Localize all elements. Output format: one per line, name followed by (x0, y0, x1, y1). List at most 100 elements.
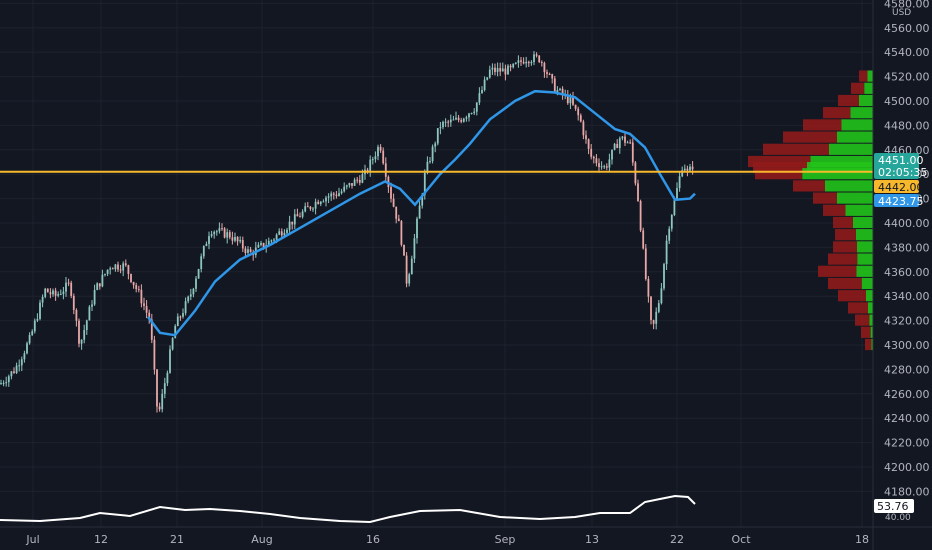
horizontal-line-price-tag: 4442.00 (874, 180, 924, 194)
candle-body (202, 245, 205, 257)
candle-body (72, 295, 75, 310)
candle-body (332, 193, 335, 195)
volume-profile-sell (793, 180, 825, 192)
candle-body (119, 269, 122, 271)
candle-body (408, 274, 411, 284)
candle-body (540, 61, 543, 63)
candle-body (655, 311, 658, 324)
candle-body (496, 68, 499, 72)
candle-body (20, 359, 23, 366)
candle-body (512, 63, 515, 68)
candle-body (644, 248, 647, 280)
y-tick-label: 4580.00 (884, 0, 930, 10)
candle-body (455, 117, 457, 120)
y-tick-label: 4280.00 (884, 363, 930, 376)
candle-body (501, 68, 504, 72)
y-tick-label: 4480.00 (884, 119, 930, 132)
candle-body (426, 161, 429, 173)
candle-body (548, 73, 551, 75)
candle-body (293, 214, 296, 225)
volume-profile-sell (859, 70, 868, 82)
candle-body (400, 221, 403, 245)
candle-body (631, 142, 634, 163)
candle-body (598, 163, 600, 168)
candle-body (665, 240, 668, 265)
candle-body (579, 115, 582, 122)
candle-body (538, 55, 541, 62)
candle-body (322, 201, 325, 203)
candle-body (361, 174, 364, 183)
candle-body (208, 236, 210, 244)
volume-profile-sell (753, 162, 807, 174)
time-axis[interactable]: Jul 12 21 Aug 16 Sep 13 22 Oct 18 (25, 533, 869, 546)
candle-body (156, 369, 158, 407)
candle-body (559, 88, 561, 90)
candle-body (488, 69, 491, 78)
candle-body (452, 119, 455, 121)
candle-body (683, 168, 686, 171)
candle-body (465, 117, 468, 119)
candle-body (449, 119, 452, 123)
candle-body (431, 146, 434, 162)
candle-body (491, 67, 494, 70)
candle-body (447, 121, 450, 123)
candle-body (371, 159, 374, 161)
volume-profile (748, 70, 873, 351)
candle-body (460, 120, 463, 122)
candles (0, 51, 694, 413)
x-tick-label: Oct (731, 533, 751, 546)
candle-body (299, 216, 301, 218)
candle-body (590, 148, 593, 157)
candle-body (46, 288, 49, 293)
candle-body (57, 294, 60, 296)
last-price-tag: 4451.00 02:05:35 (874, 153, 927, 179)
candle-body (429, 161, 431, 163)
candle-body (678, 176, 681, 189)
candle-body (624, 136, 626, 143)
y-tick-label: 4240.00 (884, 412, 930, 425)
volume-profile-sell (828, 277, 862, 290)
candle-body (366, 169, 369, 172)
candle-body (288, 221, 291, 230)
candle-body (33, 320, 36, 332)
candle-body (345, 185, 348, 187)
candle-body (374, 156, 377, 160)
candle-body (62, 291, 65, 295)
volume-profile-sell (828, 253, 858, 265)
candle-body (351, 183, 353, 186)
candle-body (317, 201, 320, 205)
x-tick-label: Sep (495, 533, 516, 546)
volume-profile-buy (861, 277, 873, 290)
candle-body (673, 199, 676, 215)
candle-body (535, 54, 538, 56)
candle-body (369, 159, 372, 172)
candle-body (457, 117, 460, 121)
volume-profile-buy (857, 241, 873, 253)
x-tick-label: Aug (251, 533, 272, 546)
candle-body (278, 231, 281, 235)
candle-body (226, 232, 229, 238)
candle-body (663, 264, 665, 289)
candle-body (158, 406, 161, 410)
candle-body (572, 97, 574, 105)
candle-body (174, 326, 177, 339)
candle-body (101, 274, 104, 287)
volume-profile-sell (803, 119, 842, 131)
svg-text:53.76: 53.76 (877, 500, 909, 513)
candle-body (114, 264, 117, 270)
candle-body (244, 248, 247, 253)
candle-body (595, 158, 598, 164)
volume-profile-buy (866, 290, 873, 302)
candle-body (2, 383, 5, 385)
price-axis[interactable]: 4580.00 4560.00 4540.00 4520.00 4500.00 4480.… (884, 0, 930, 498)
candle-body (18, 365, 21, 367)
candle-body (608, 159, 611, 168)
candle-body (436, 128, 439, 144)
candle-body (582, 121, 585, 136)
candle-body (330, 193, 333, 197)
candle-body (442, 121, 444, 128)
oscillator-line (0, 494, 696, 524)
volume-profile-buy (856, 265, 873, 277)
candle-body (444, 121, 447, 123)
